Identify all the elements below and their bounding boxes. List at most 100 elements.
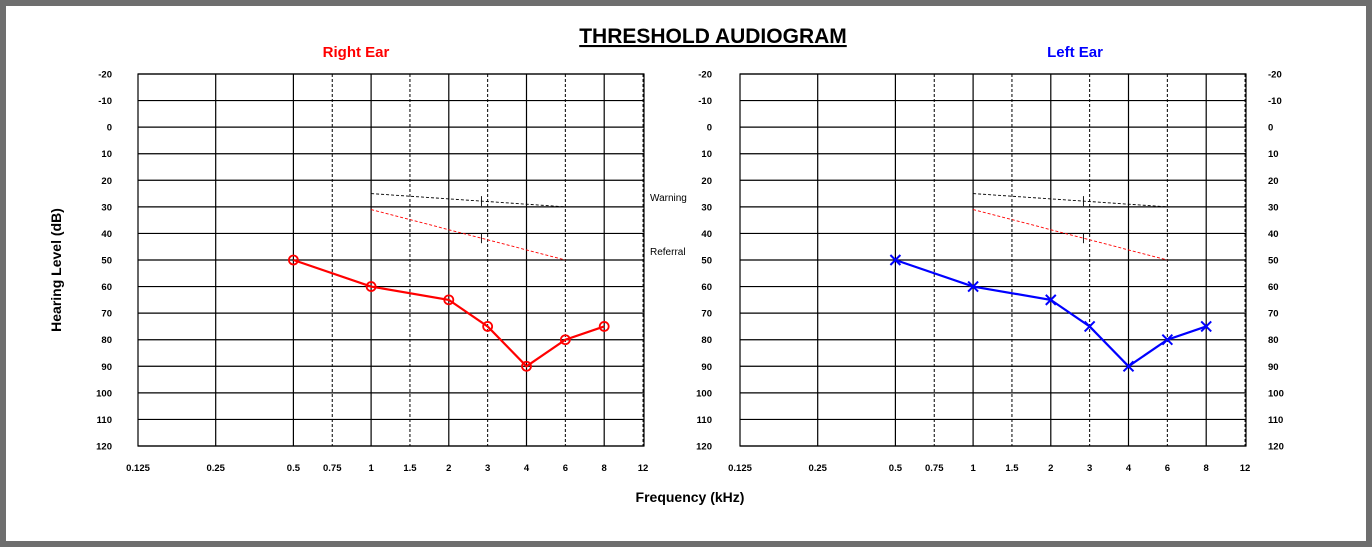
x-tick-label: 0.75 [925, 463, 944, 474]
y-tick-label: -10 [698, 96, 712, 107]
y-tick-label: 20 [101, 176, 112, 187]
y-tick-label: -10 [98, 96, 112, 107]
data-point-x [1161, 334, 1174, 346]
x-marker-stroke [1200, 320, 1212, 333]
x-tick-label: 6 [563, 463, 568, 474]
data-point-x [1083, 320, 1096, 333]
x-tick-label: 4 [1126, 463, 1132, 474]
y-tick-label: 60 [701, 282, 712, 293]
x-marker-stroke [889, 254, 902, 266]
y-tick-label: 110 [1268, 415, 1283, 426]
y-tick-label: 50 [101, 256, 112, 267]
data-point-circle [365, 281, 377, 292]
y-tick-label: 50 [1268, 256, 1279, 267]
x-tick-label: 1.5 [1005, 463, 1019, 474]
x-tick-label: 8 [602, 463, 607, 474]
y-tick-label: 0 [107, 123, 112, 134]
x-tick-label: 0.25 [206, 463, 225, 474]
y-tick-label: 0 [707, 123, 712, 134]
ear-title: Right Ear [323, 44, 390, 61]
data-point-x [1200, 320, 1212, 333]
data-point-circle [287, 254, 299, 266]
data-point-x [1045, 294, 1057, 306]
x-marker-stroke [967, 280, 979, 293]
data-point-circle [598, 321, 610, 332]
x-tick-label: 0.25 [808, 463, 827, 474]
x-tick-label: 0.5 [287, 463, 301, 474]
x-tick-label: 2 [446, 463, 451, 474]
y-tick-label: 110 [697, 415, 712, 426]
y-tick-label: 90 [1268, 362, 1279, 373]
data-point-circle [559, 334, 571, 346]
data-point-circle [521, 360, 532, 372]
warning-line [371, 193, 566, 208]
y-tick-label: -20 [698, 70, 712, 81]
y-tick-label: -20 [1268, 70, 1282, 81]
x-tick-label: 3 [485, 463, 490, 474]
x-tick-label: 0.125 [728, 463, 752, 474]
data-point-x [1122, 360, 1135, 372]
x-marker-stroke [1083, 320, 1096, 333]
x-tick-label: 0.75 [323, 463, 342, 474]
x-tick-label: 1.5 [403, 463, 417, 474]
y-tick-label: 90 [101, 362, 112, 373]
y-tick-label: 50 [701, 256, 712, 267]
data-point-x [967, 280, 979, 293]
panel-left-ear: Left Ear -20 -20 -10 -10 0 0 10 10 20 20 30 30 40 40 50… [696, 44, 1284, 474]
y-tick-label: 40 [101, 229, 112, 240]
y-tick-label: 60 [1268, 282, 1279, 293]
chart-panels: Right Ear-20-100102030405060708090100110… [96, 44, 1284, 474]
y-tick-label: 90 [701, 362, 712, 373]
y-tick-label: 0 [1268, 123, 1273, 134]
y-tick-label: -20 [98, 70, 112, 81]
x-marker-stroke [1122, 360, 1135, 372]
y-axis-label: Hearing Level (dB) [48, 208, 64, 332]
y-tick-label: -10 [1268, 96, 1282, 107]
y-tick-label: 10 [101, 149, 112, 160]
y-tick-label: 70 [101, 309, 112, 320]
x-tick-label: 0.125 [126, 463, 150, 474]
x-tick-label: 4 [524, 463, 530, 474]
y-tick-label: 120 [696, 442, 712, 453]
x-axis-label: Frequency (kHz) [636, 489, 745, 505]
data-point-circle [482, 321, 494, 332]
y-tick-label: 120 [96, 442, 112, 453]
y-tick-label: 40 [1268, 229, 1279, 240]
warning-label: Warning [650, 193, 687, 204]
y-tick-label: 70 [1268, 309, 1279, 320]
x-tick-label: 3 [1087, 463, 1092, 474]
y-tick-label: 100 [696, 388, 712, 399]
y-tick-label: 20 [1268, 176, 1279, 187]
x-tick-label: 12 [638, 463, 649, 474]
y-tick-label: 40 [701, 229, 712, 240]
x-tick-label: 6 [1165, 463, 1170, 474]
y-tick-label: 60 [101, 282, 112, 293]
y-tick-label: 10 [1268, 149, 1279, 160]
y-tick-label: 30 [701, 202, 712, 213]
warning-line [973, 193, 1168, 208]
referral-label: Referral [650, 247, 686, 258]
referral-line [370, 209, 566, 261]
y-tick-label: 100 [96, 388, 112, 399]
x-tick-label: 8 [1204, 463, 1209, 474]
referral-line [972, 209, 1168, 261]
y-tick-label: 120 [1268, 442, 1284, 453]
y-tick-label: 30 [101, 202, 112, 213]
panel-right-ear: Right Ear -20 -10 0 10 20 30 40 50 60 70 80 90 100 110… [96, 44, 687, 474]
data-point-x [889, 254, 902, 266]
y-tick-label: 70 [701, 309, 712, 320]
y-tick-label: 100 [1268, 388, 1284, 399]
y-tick-label: 110 [97, 415, 112, 426]
x-tick-label: 1 [970, 463, 976, 474]
y-tick-label: 30 [1268, 202, 1279, 213]
y-tick-label: 80 [101, 335, 112, 346]
y-tick-label: 80 [1268, 335, 1279, 346]
series-line [293, 258, 605, 368]
ear-title: Left Ear [1047, 44, 1103, 61]
x-tick-label: 0.5 [889, 463, 903, 474]
x-marker-stroke [1161, 334, 1174, 346]
chart-title: THRESHOLD AUDIOGRAM [579, 25, 847, 48]
y-tick-label: 10 [701, 149, 712, 160]
